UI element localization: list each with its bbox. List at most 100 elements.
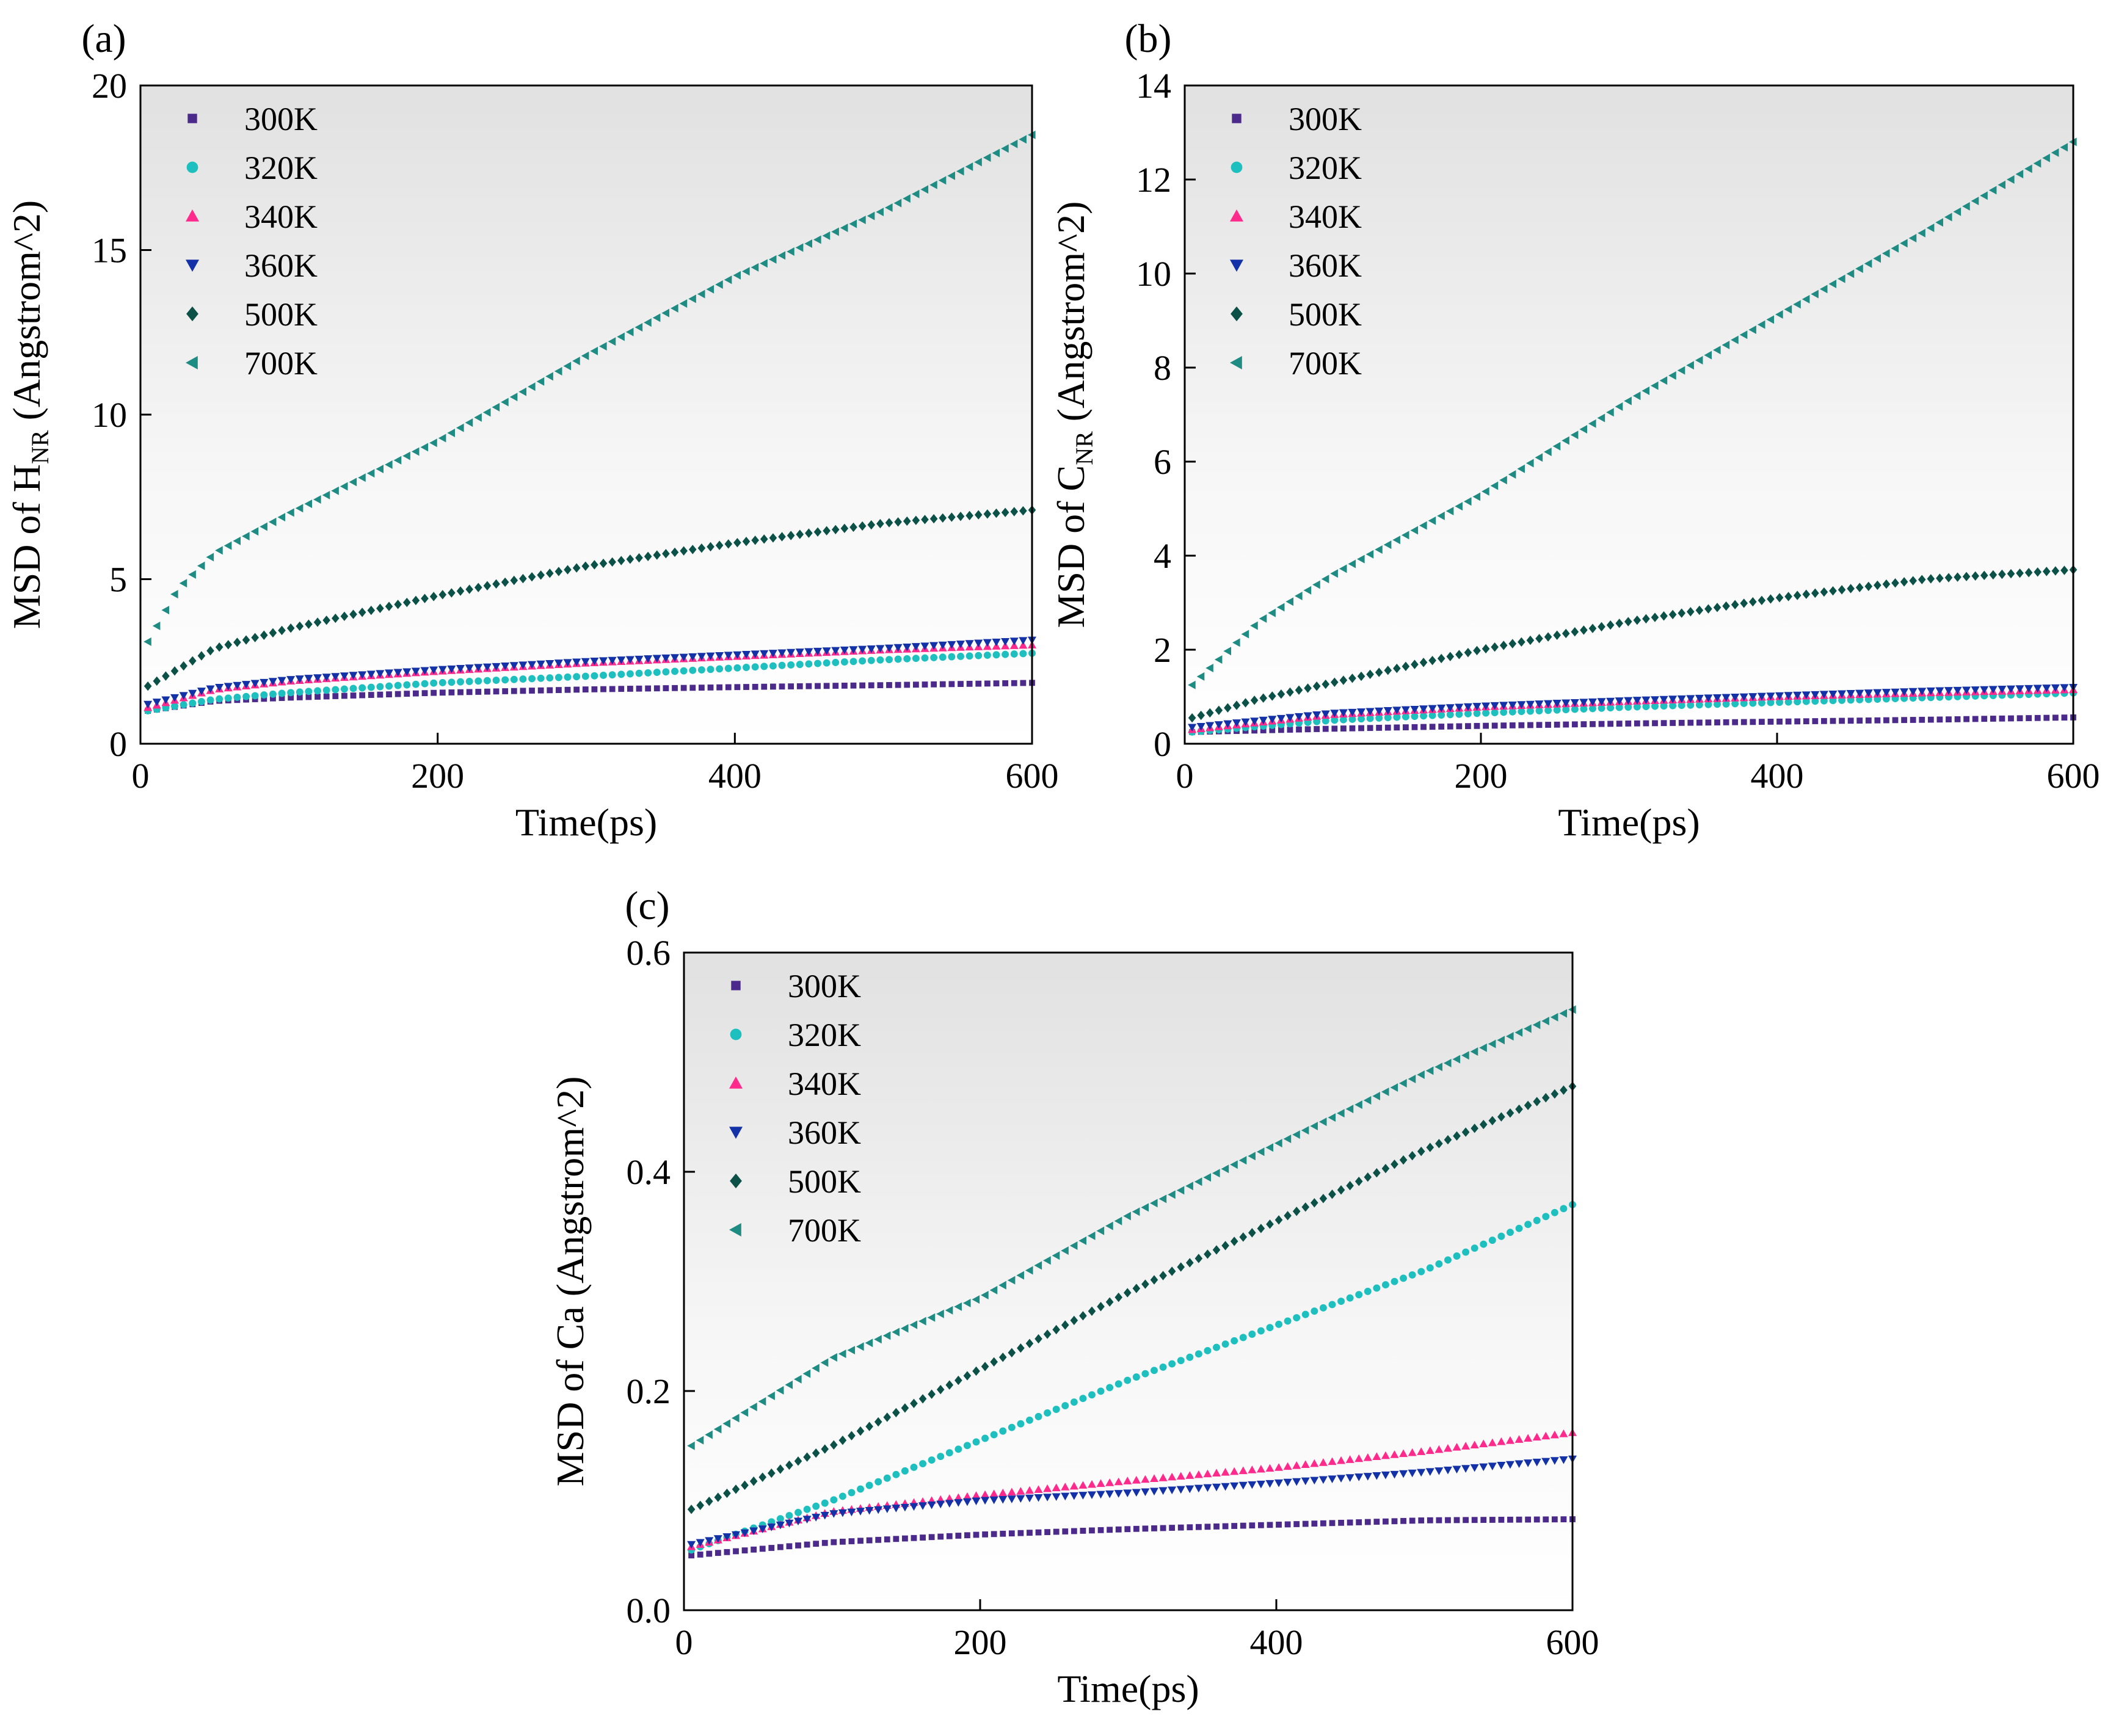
data-point: [1052, 1493, 1061, 1502]
y-tick-label: 2: [1154, 630, 1171, 670]
data-point: [1401, 706, 1410, 714]
data-point: [805, 528, 813, 538]
data-point: [1287, 727, 1293, 733]
data-point: [1020, 680, 1027, 686]
data-point: [1758, 699, 1765, 706]
data-point: [877, 682, 884, 689]
data-point: [581, 658, 590, 666]
data-point: [1061, 1483, 1070, 1491]
data-point: [1177, 1357, 1185, 1365]
data-point: [1910, 717, 1916, 723]
data-point: [1354, 1177, 1363, 1186]
y-tick-label: 0.6: [627, 933, 671, 973]
data-point: [572, 658, 581, 667]
data-point: [1446, 652, 1455, 661]
data-point: [849, 646, 858, 654]
data-point: [733, 271, 741, 280]
data-point: [1205, 722, 1215, 730]
data-point: [349, 609, 357, 619]
data-point: [1463, 1517, 1469, 1524]
data-point: [1248, 1481, 1257, 1489]
data-point: [847, 1508, 856, 1517]
data-point: [1034, 1494, 1043, 1502]
data-point: [706, 652, 715, 661]
y-tick-label: 8: [1154, 348, 1171, 388]
data-point: [1436, 1517, 1442, 1524]
data-point: [617, 556, 625, 565]
plot-area: [1185, 85, 2073, 744]
data-point: [1794, 698, 1802, 706]
data-point: [857, 1538, 863, 1544]
data-point: [1900, 239, 1908, 248]
data-point: [1713, 694, 1722, 702]
data-point: [857, 1485, 864, 1493]
data-point: [1588, 698, 1597, 706]
data-point: [1962, 202, 1970, 211]
data-point: [1274, 1463, 1284, 1471]
data-point: [518, 387, 526, 396]
data-point: [672, 685, 678, 691]
data-point: [1168, 1486, 1177, 1495]
data-point: [760, 663, 768, 670]
data-point: [1088, 1391, 1096, 1399]
data-point: [927, 1501, 936, 1509]
data-point: [1989, 570, 1998, 580]
data-point: [1240, 1522, 1246, 1529]
data-point: [1615, 402, 1623, 411]
data-point: [1070, 1315, 1078, 1326]
data-point: [1846, 690, 1855, 698]
data-point: [1402, 713, 1409, 721]
data-point: [794, 1456, 802, 1466]
data-point: [1186, 1353, 1194, 1361]
y-axis-title-unit: (Angstrom^2): [5, 200, 48, 430]
data-point: [483, 677, 491, 685]
data-point: [1010, 650, 1018, 658]
data-point: [1453, 1131, 1461, 1141]
data-point: [1301, 1126, 1309, 1135]
data-point: [812, 1514, 821, 1522]
data-point: [1935, 218, 1943, 227]
data-point: [1740, 598, 1748, 608]
data-point: [1456, 723, 1463, 730]
data-point: [1320, 1520, 1326, 1527]
data-point: [1322, 717, 1329, 725]
data-point: [144, 637, 151, 646]
data-point: [990, 1357, 998, 1367]
data-point: [796, 529, 804, 539]
y-axis-title: MSD of CNR (Angstrom^2): [1049, 202, 1098, 628]
data-point: [510, 575, 518, 586]
data-point: [848, 1489, 856, 1497]
data-point: [1532, 1433, 1541, 1441]
data-point: [769, 683, 776, 690]
data-point: [1713, 603, 1722, 612]
data-point: [448, 588, 456, 598]
data-point: [1678, 608, 1686, 618]
data-point: [776, 1521, 785, 1530]
y-axis-title-main: MSD of Ca (Angstrom^2): [548, 1077, 592, 1487]
data-point: [1598, 721, 1605, 727]
data-point: [785, 1519, 794, 1528]
data-point: [662, 668, 670, 676]
data-point: [1292, 1130, 1300, 1139]
data-point: [1462, 1248, 1470, 1256]
data-point: [1545, 722, 1552, 728]
data-point: [404, 691, 410, 697]
data-point: [1535, 634, 1543, 644]
data-point: [2042, 685, 2051, 692]
data-point: [599, 558, 608, 568]
data-point: [1488, 1237, 1496, 1244]
data-point: [429, 438, 437, 448]
data-point: [1069, 1481, 1078, 1490]
data-point: [1908, 688, 1918, 696]
data-point: [972, 1497, 981, 1506]
data-point: [393, 669, 402, 677]
data-point: [1337, 1185, 1345, 1195]
data-point: [1668, 609, 1677, 620]
data-point: [545, 372, 553, 381]
data-point: [1215, 705, 1223, 716]
data-point: [948, 653, 956, 661]
data-point: [892, 1327, 900, 1337]
data-point: [1606, 620, 1615, 630]
legend-marker: [1231, 306, 1243, 322]
x-tick-label: 400: [1250, 1622, 1303, 1662]
